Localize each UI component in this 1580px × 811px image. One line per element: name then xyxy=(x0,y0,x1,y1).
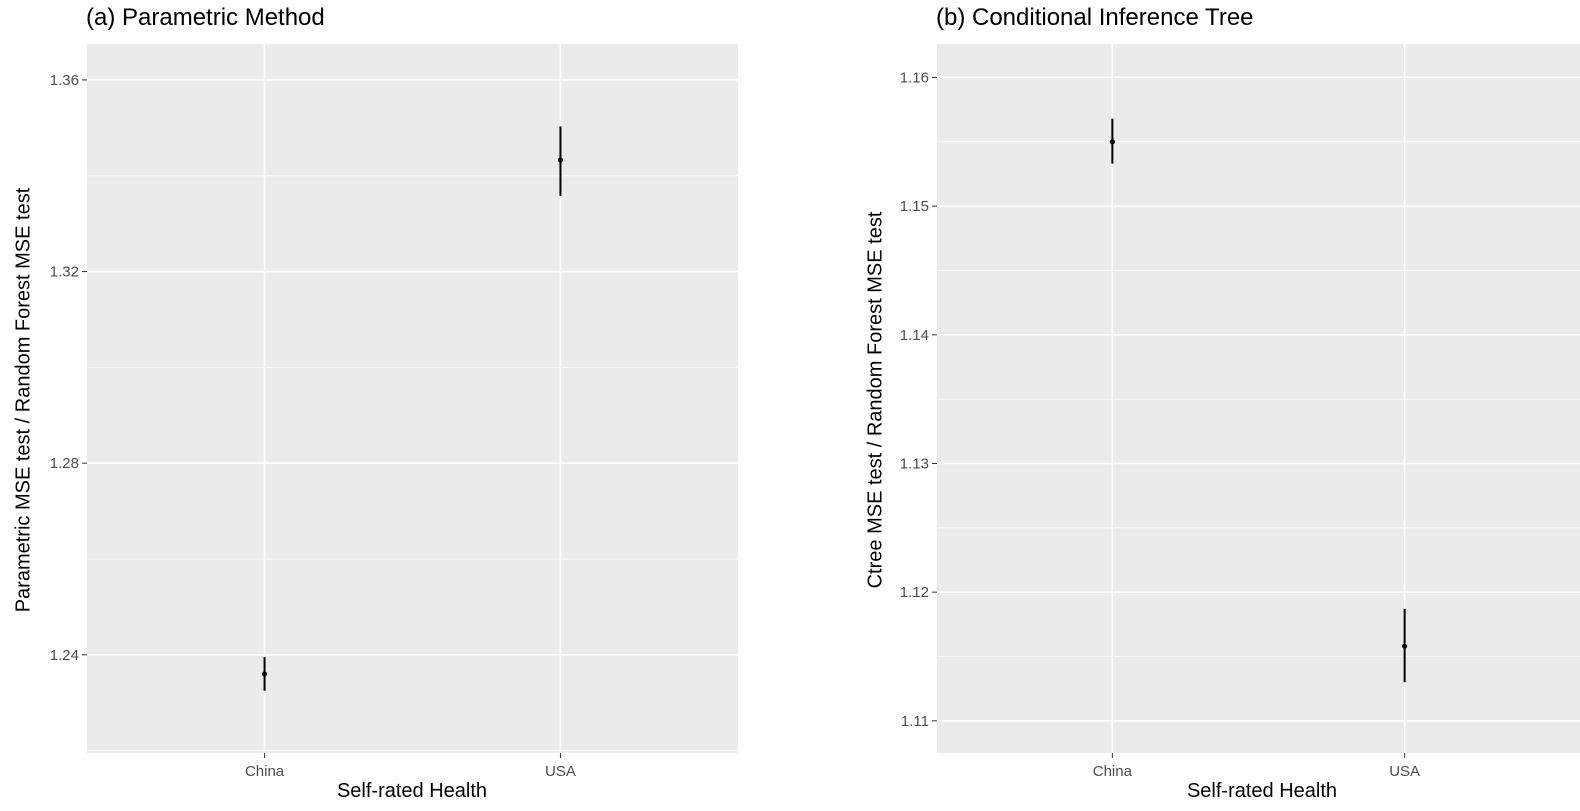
plot-area: 1.24 1.28 1.32 1.36 China USA xyxy=(50,44,738,780)
y-tick-label: 1.36 xyxy=(50,72,79,89)
data-point xyxy=(1109,139,1115,145)
panel-background xyxy=(937,44,1580,753)
plot-area: 1.11 1.12 1.13 1.14 1.15 1.16 China USA xyxy=(900,44,1580,780)
x-tick-label: China xyxy=(245,763,285,780)
y-tick-label: 1.16 xyxy=(900,69,929,86)
x-axis-label: Self-rated Health xyxy=(1186,780,1338,802)
chart-panel-b: (b) Conditional Inference Tree Ctree MSE… xyxy=(790,0,1580,811)
data-point xyxy=(1402,643,1408,649)
data-point xyxy=(261,671,268,677)
y-tick-label: 1.12 xyxy=(900,584,929,601)
y-tick-label: 1.32 xyxy=(50,264,79,281)
y-tick-label: 1.11 xyxy=(901,713,929,730)
panel-background xyxy=(87,44,738,753)
chart-title: (b) Conditional Inference Tree xyxy=(936,4,1254,31)
data-point xyxy=(557,157,564,163)
chart-panel-a: (a) Parametric Method Parametric MSE tes… xyxy=(13,4,738,802)
x-axis-label: Self-rated Health xyxy=(336,780,488,802)
chart-title: (a) Parametric Method xyxy=(86,4,325,31)
y-tick-label: 1.24 xyxy=(50,647,79,664)
x-tick-label: USA xyxy=(1389,763,1420,780)
y-tick-label: 1.14 xyxy=(900,327,929,344)
y-tick-label: 1.13 xyxy=(900,455,929,472)
y-tick-label: 1.15 xyxy=(900,198,929,215)
x-tick-label: USA xyxy=(545,763,576,780)
y-tick-label: 1.28 xyxy=(50,455,79,472)
x-tick-label: China xyxy=(1093,763,1133,780)
